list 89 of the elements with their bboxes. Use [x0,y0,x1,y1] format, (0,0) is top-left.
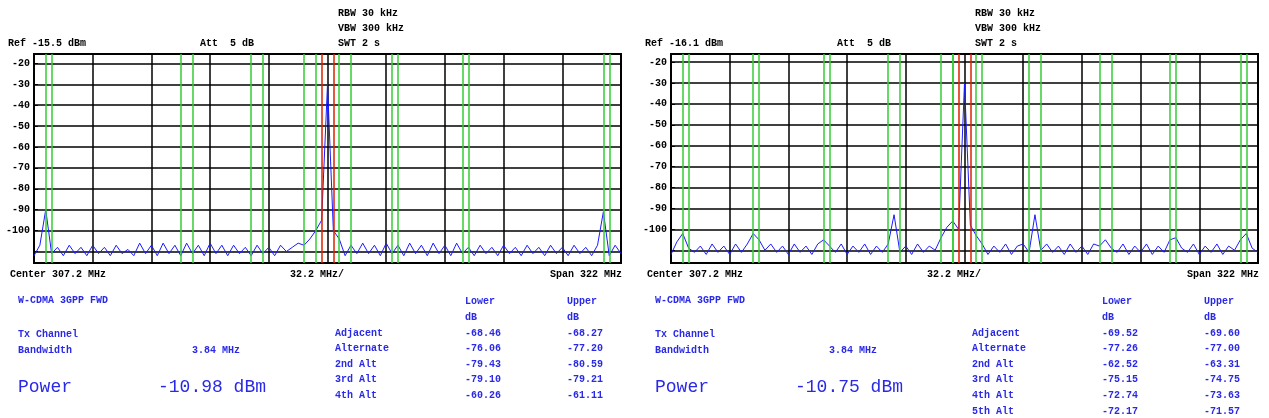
text: dB [465,311,478,323]
text: -10.98 dBm [158,377,267,397]
text: Adjacent [972,327,1021,339]
text: Center 307.2 MHz [647,268,744,280]
y-tick-label: -60 [648,140,667,152]
text: SWT 2 s [975,37,1018,49]
text: Tx Channel [18,328,79,340]
text: Bandwidth [18,344,73,356]
y-tick-label: -30 [11,78,30,90]
text: dB [1102,311,1115,323]
y-tick-label: -20 [11,57,30,69]
text: -60.26 [465,389,502,401]
y-tick-label: -80 [11,183,30,195]
text: Alternate [972,343,1027,355]
text: -77.26 [1102,343,1139,355]
text: Span 322 MHz [1186,268,1259,280]
text: VBW 300 kHz [338,22,405,34]
line-series [670,82,1259,255]
text: -69.52 [1102,327,1139,339]
text: Att 5 dB [200,37,255,49]
y-tick-label: -100 [642,223,667,235]
text: -62.52 [1102,358,1139,370]
text: dB [1204,311,1217,323]
text: 3rd Alt [335,374,378,386]
text: Power [655,377,710,397]
text: -77.20 [567,343,604,355]
text: Upper [567,295,598,307]
text: -63.31 [1204,358,1241,370]
text: Lower [465,295,496,307]
text: 3.84 MHz [829,344,878,356]
text: -80.59 [567,358,604,370]
text: -77.00 [1204,343,1241,355]
text: VBW 300 kHz [975,22,1042,34]
text: W-CDMA 3GPP FWD [18,294,109,306]
text: Alternate [335,343,390,355]
text: Upper [1204,295,1235,307]
text: Tx Channel [655,328,716,340]
text: RBW 30 kHz [338,7,399,19]
y-tick-label: -50 [648,119,667,131]
y-tick-label: -70 [648,161,667,173]
text: Ref -16.1 dBm [645,37,724,49]
text: -75.15 [1102,374,1139,386]
y-tick-label: -20 [648,56,667,68]
text: dB [567,311,580,323]
text: -72.17 [1102,405,1139,417]
text: Center 307.2 MHz [10,268,107,280]
y-tick-label: -40 [648,98,667,110]
y-tick-label: -60 [11,141,30,153]
text: -68.46 [465,327,502,339]
y-tick-label: -90 [11,204,30,216]
text: SWT 2 s [338,37,381,49]
text: 4th Alt [972,389,1015,401]
text: 5th Alt [972,405,1015,417]
text: -71.57 [1204,405,1241,417]
text: -79.43 [465,358,502,370]
text: -68.27 [567,327,604,339]
text: Adjacent [335,327,384,339]
text: W-CDMA 3GPP FWD [655,294,746,306]
y-tick-label: -80 [648,182,667,194]
text: -73.63 [1204,389,1241,401]
y-tick-label: -50 [11,120,30,132]
text: Att 5 dB [837,37,892,49]
y-tick-label: -90 [648,202,667,214]
text: -61.11 [567,389,604,401]
text: 32.2 MHz/ [289,268,345,280]
text: -79.21 [567,374,604,386]
text: Lower [1102,295,1133,307]
text: 2nd Alt [335,358,378,370]
text: -69.60 [1204,327,1241,339]
text: 32.2 MHz/ [926,268,982,280]
text: 3rd Alt [972,374,1015,386]
y-tick-label: -40 [11,99,30,111]
y-tick-label: -30 [648,77,667,89]
text: -79.10 [465,374,502,386]
text: -72.74 [1102,389,1139,401]
text: Span 322 MHz [549,268,622,280]
text: -76.06 [465,343,502,355]
line-series [33,83,622,257]
text: Power [18,377,73,397]
text: 4th Alt [335,389,378,401]
y-tick-label: -70 [11,162,30,174]
text: Ref -15.5 dBm [8,37,87,49]
text: Bandwidth [655,344,710,356]
y-tick-label: -100 [5,225,30,237]
text: -74.75 [1204,374,1241,386]
text: -10.75 dBm [795,377,904,397]
text: 2nd Alt [972,358,1015,370]
text: 3.84 MHz [192,344,241,356]
text: RBW 30 kHz [975,7,1036,19]
